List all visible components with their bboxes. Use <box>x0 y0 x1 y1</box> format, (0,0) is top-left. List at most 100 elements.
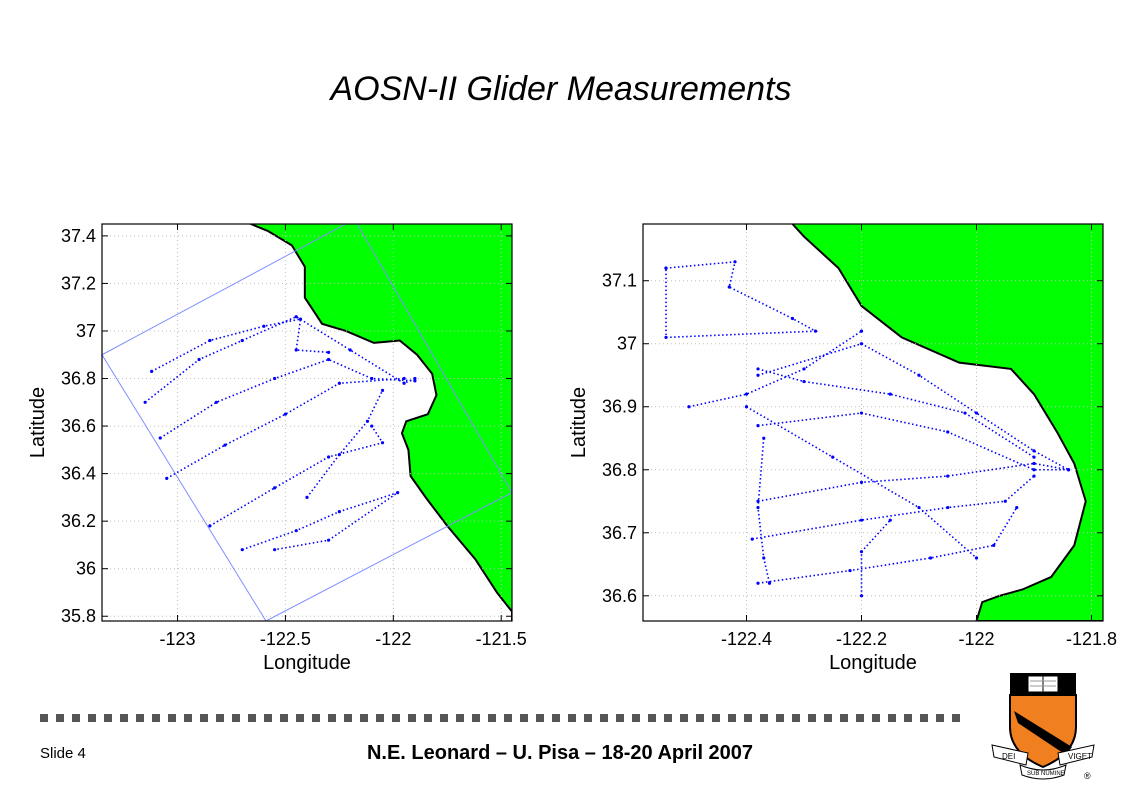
glider-point <box>946 430 950 434</box>
glider-point <box>802 367 806 371</box>
glider-point <box>1032 468 1036 472</box>
glider-point <box>402 376 406 381</box>
glider-point <box>1032 455 1036 459</box>
glider-track-6 <box>757 507 1018 584</box>
glider-point <box>664 266 668 270</box>
x-tick-label: -122.5 <box>260 629 311 649</box>
glider-point <box>337 381 341 385</box>
y-tick-label: 36.6 <box>61 416 96 436</box>
glider-point <box>946 474 950 478</box>
glider-point <box>848 568 852 573</box>
y-tick-label: 36.8 <box>61 369 96 389</box>
y-tick-label: 36.6 <box>602 586 637 606</box>
glider-point <box>143 400 147 404</box>
plot-frame <box>642 223 1104 622</box>
glider-point <box>767 581 772 585</box>
glider-point <box>1032 474 1036 478</box>
glider-point <box>744 405 749 409</box>
glider-point <box>888 392 892 396</box>
y-tick-label: 36.2 <box>61 511 96 531</box>
glider-point <box>294 529 298 533</box>
glider-point <box>802 379 806 384</box>
glider-point <box>326 455 331 459</box>
glider-point <box>413 376 417 381</box>
glider-point <box>946 505 950 510</box>
x-tick-label: -121.8 <box>1066 629 1117 649</box>
slide-number: Slide 4 <box>40 745 86 762</box>
glider-track-2 <box>159 358 415 439</box>
glider-point <box>214 400 218 404</box>
glider-point <box>208 338 212 343</box>
glider-point <box>928 556 933 560</box>
glider-track-0 <box>665 260 819 339</box>
glider-point <box>974 411 979 415</box>
glider-point <box>165 476 169 480</box>
glider-track-3 <box>166 377 405 480</box>
glider-point <box>1003 499 1007 503</box>
glider-point <box>283 412 288 416</box>
glider-point <box>197 357 201 362</box>
glider-point <box>859 518 864 522</box>
y-tick-label: 36 <box>76 559 96 579</box>
glider-point <box>326 357 331 362</box>
x-axis-label: Longitude <box>263 652 351 674</box>
glider-point <box>762 556 766 560</box>
glider-point <box>756 424 760 428</box>
x-tick-label: -122 <box>375 629 411 649</box>
glider-point <box>859 550 864 554</box>
y-tick-label: 36.9 <box>602 397 637 417</box>
glider-point <box>1032 461 1036 466</box>
glider-point <box>402 381 406 385</box>
glider-point <box>294 348 298 352</box>
glider-point <box>664 335 668 340</box>
glider-point <box>756 505 760 510</box>
glider-point <box>158 436 162 440</box>
glider-point <box>762 436 766 440</box>
glider-point <box>208 524 212 528</box>
glider-point <box>273 376 277 381</box>
plot-area <box>643 224 1103 621</box>
y-tick-label: 37 <box>617 334 637 354</box>
x-axis-label: Longitude <box>829 652 917 674</box>
glider-track-4 <box>757 462 1069 503</box>
glider-point <box>756 581 760 585</box>
dotted-divider <box>40 714 965 722</box>
y-tick-label: 37.2 <box>61 273 96 293</box>
glider-point <box>963 411 967 415</box>
glider-point <box>150 369 154 373</box>
glider-point <box>337 452 341 457</box>
glider-track-9 <box>688 330 862 408</box>
glider-point <box>831 455 835 459</box>
glider-track-1 <box>757 342 1069 471</box>
y-tick-label: 37 <box>76 321 96 341</box>
glider-point <box>1032 449 1036 453</box>
y-tick-label: 36.8 <box>602 460 637 480</box>
glider-point <box>992 543 996 547</box>
glider-point <box>756 367 760 371</box>
glider-track-7 <box>757 438 771 584</box>
glider-track-5 <box>752 475 1035 540</box>
glider-point <box>337 510 341 514</box>
glider-point <box>1066 468 1071 472</box>
glider-point <box>305 495 309 499</box>
glider-point <box>326 350 331 354</box>
princeton-seal-logo: DEI SUB NUMINE VIGET ® <box>991 673 1095 781</box>
glider-point <box>790 316 795 321</box>
glider-point <box>733 260 737 264</box>
glider-point <box>294 315 298 319</box>
glider-point <box>326 538 331 542</box>
glider-track-3 <box>757 412 1069 471</box>
glider-point <box>262 324 266 328</box>
y-tick-label: 36.7 <box>602 523 637 543</box>
glider-point <box>756 373 760 377</box>
glider-point <box>813 329 818 333</box>
y-tick-label: 36.4 <box>61 464 96 484</box>
glider-point <box>1015 505 1019 510</box>
glider-point <box>273 548 277 552</box>
glider-point <box>370 376 374 381</box>
page-title: AOSN-II Glider Measurements <box>330 70 792 108</box>
x-tick-label: -121.5 <box>476 629 527 649</box>
glider-point <box>744 392 749 396</box>
